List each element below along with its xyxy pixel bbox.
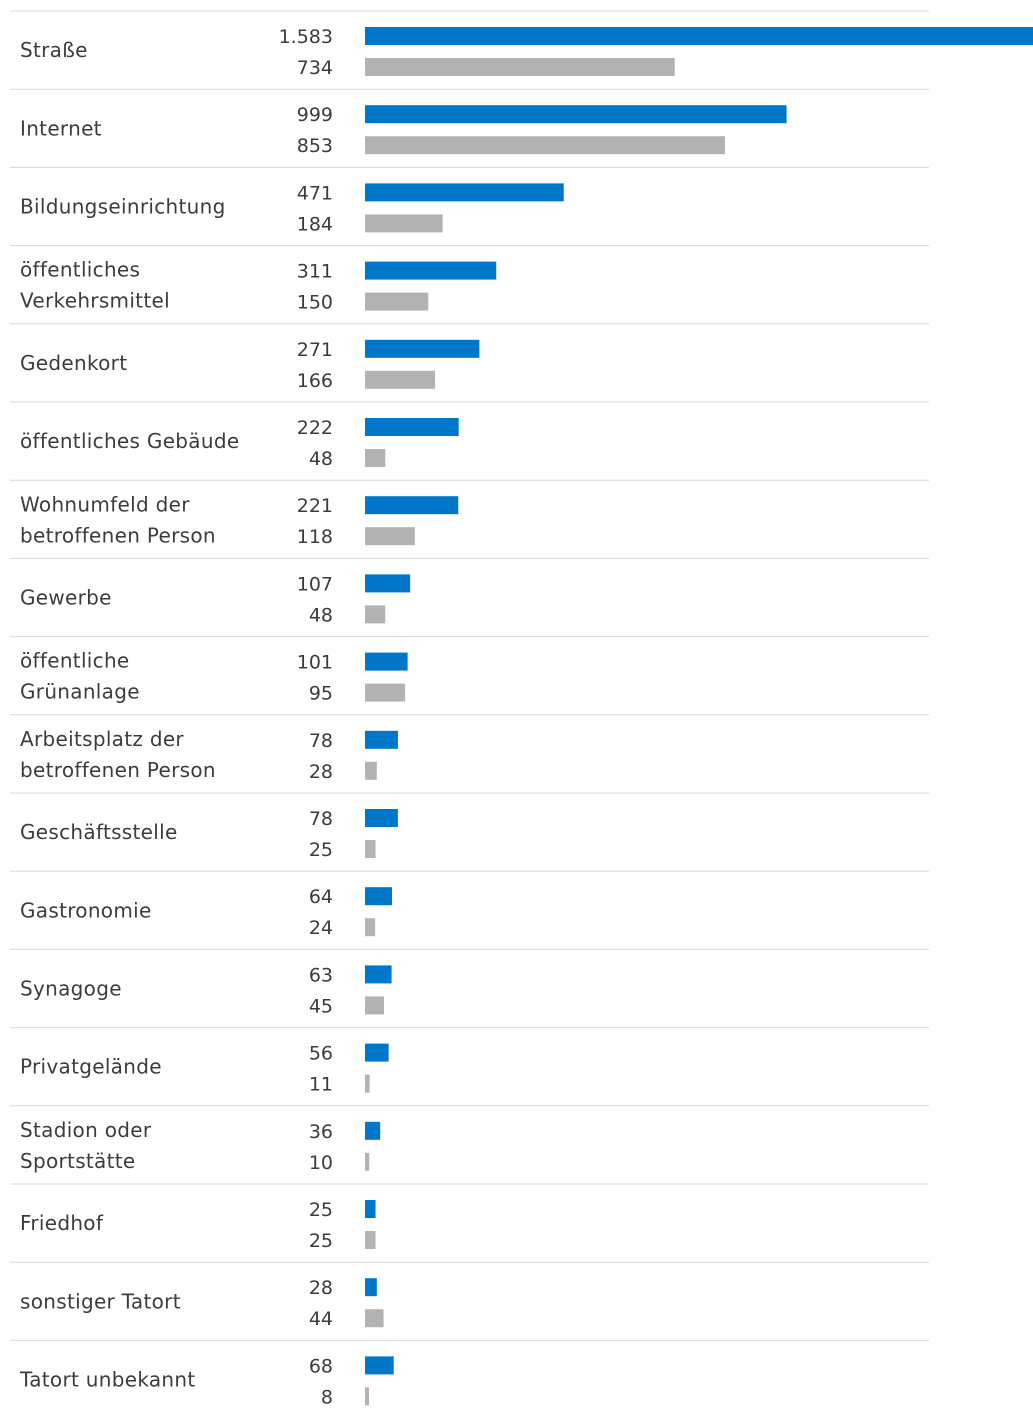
bar-primary	[365, 887, 393, 906]
category-label: öffentliches	[20, 258, 140, 282]
category-label: Bildungseinrichtung	[20, 195, 226, 219]
value-label: 56	[309, 1043, 333, 1065]
value-label: 311	[297, 261, 333, 283]
value-label: 28	[309, 1277, 333, 1299]
bar-primary	[365, 965, 392, 984]
value-label: 118	[297, 526, 333, 548]
value-label: 36	[309, 1121, 333, 1143]
category-label: Verkehrsmittel	[20, 289, 170, 313]
value-label: 10	[309, 1152, 333, 1174]
value-label: 78	[309, 808, 333, 830]
category-label: öffentliche	[20, 649, 130, 673]
bar-secondary	[365, 1152, 370, 1171]
bar-primary	[365, 496, 459, 515]
bar-secondary	[365, 918, 376, 937]
bar-primary	[365, 809, 398, 827]
value-label: 25	[309, 1230, 333, 1252]
value-label: 28	[309, 761, 333, 783]
value-label: 999	[297, 104, 333, 126]
bar-primary	[365, 1043, 389, 1062]
bar-secondary	[365, 1309, 384, 1328]
category-label: Friedhof	[20, 1211, 104, 1235]
value-label: 48	[309, 448, 333, 470]
value-label: 48	[309, 604, 333, 626]
value-label: 24	[309, 917, 333, 939]
category-label: sonstiger Tatort	[20, 1289, 181, 1313]
bar-primary	[365, 339, 480, 358]
category-label: Arbeitsplatz der	[20, 727, 184, 751]
category-label: Grünanlage	[20, 680, 140, 704]
bar-primary	[365, 1121, 381, 1140]
value-label: 8	[321, 1386, 333, 1408]
category-label: Straße	[20, 38, 88, 62]
category-label: Gedenkort	[20, 351, 127, 375]
value-label: 64	[309, 886, 333, 908]
bar-secondary	[365, 292, 429, 311]
bar-secondary	[365, 1387, 369, 1406]
category-label: Wohnumfeld der	[20, 492, 190, 516]
value-label: 101	[297, 652, 333, 674]
bar-primary	[365, 183, 564, 202]
bar-primary	[365, 574, 411, 593]
value-label: 150	[297, 292, 333, 314]
value-label: 68	[309, 1355, 333, 1377]
bar-secondary	[365, 370, 436, 389]
category-label: Gewerbe	[20, 586, 112, 610]
value-label: 1.583	[279, 26, 333, 48]
category-label: Internet	[20, 116, 102, 140]
bar-primary	[365, 1356, 394, 1375]
bar-secondary	[365, 58, 675, 76]
bar-primary	[365, 1200, 376, 1218]
category-label: betroffenen Person	[20, 523, 216, 547]
bar-secondary	[365, 1231, 376, 1249]
value-label: 95	[309, 683, 333, 705]
value-label: 44	[309, 1308, 333, 1330]
value-label: 222	[297, 417, 333, 439]
value-label: 166	[297, 370, 333, 392]
bar-primary	[365, 730, 398, 749]
category-label: betroffenen Person	[20, 758, 216, 782]
bar-primary	[365, 105, 787, 124]
category-label: Gastronomie	[20, 898, 152, 922]
bar-secondary	[365, 136, 725, 155]
category-label: Synagoge	[20, 977, 122, 1001]
value-label: 271	[297, 339, 333, 361]
value-label: 25	[309, 839, 333, 861]
value-label: 734	[297, 57, 333, 79]
bar-secondary	[365, 605, 386, 624]
bar-primary	[365, 27, 1033, 45]
value-label: 45	[309, 995, 333, 1017]
value-label: 471	[297, 182, 333, 204]
value-label: 853	[297, 135, 333, 157]
bar-primary	[365, 418, 459, 436]
value-label: 11	[309, 1074, 333, 1096]
bar-secondary	[365, 214, 443, 233]
category-label: Sportstätte	[20, 1149, 136, 1173]
category-label: Geschäftsstelle	[20, 820, 178, 844]
bar-secondary	[365, 683, 406, 702]
bar-primary	[365, 1278, 377, 1297]
bar-secondary	[365, 761, 377, 780]
value-label: 107	[297, 573, 333, 595]
bar-secondary	[365, 449, 386, 467]
category-label: Privatgelände	[20, 1055, 162, 1079]
bar-secondary	[365, 1074, 370, 1093]
bar-primary	[365, 652, 408, 671]
bar-secondary	[365, 996, 384, 1015]
value-label: 221	[297, 495, 333, 517]
bar-primary	[365, 261, 497, 280]
category-label: Stadion oder	[20, 1118, 152, 1142]
value-label: 184	[297, 213, 333, 235]
value-label: 78	[309, 730, 333, 752]
bar-secondary	[365, 840, 376, 858]
value-label: 63	[309, 964, 333, 986]
category-label: öffentliches Gebäude	[20, 429, 239, 453]
value-label: 25	[309, 1199, 333, 1221]
category-label: Tatort unbekannt	[19, 1368, 196, 1392]
bar-secondary	[365, 527, 415, 546]
